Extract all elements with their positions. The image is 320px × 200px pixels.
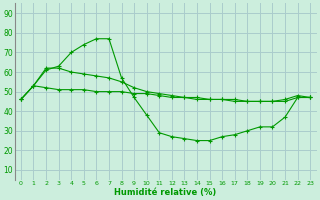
X-axis label: Humidité relative (%): Humidité relative (%) xyxy=(115,188,217,197)
